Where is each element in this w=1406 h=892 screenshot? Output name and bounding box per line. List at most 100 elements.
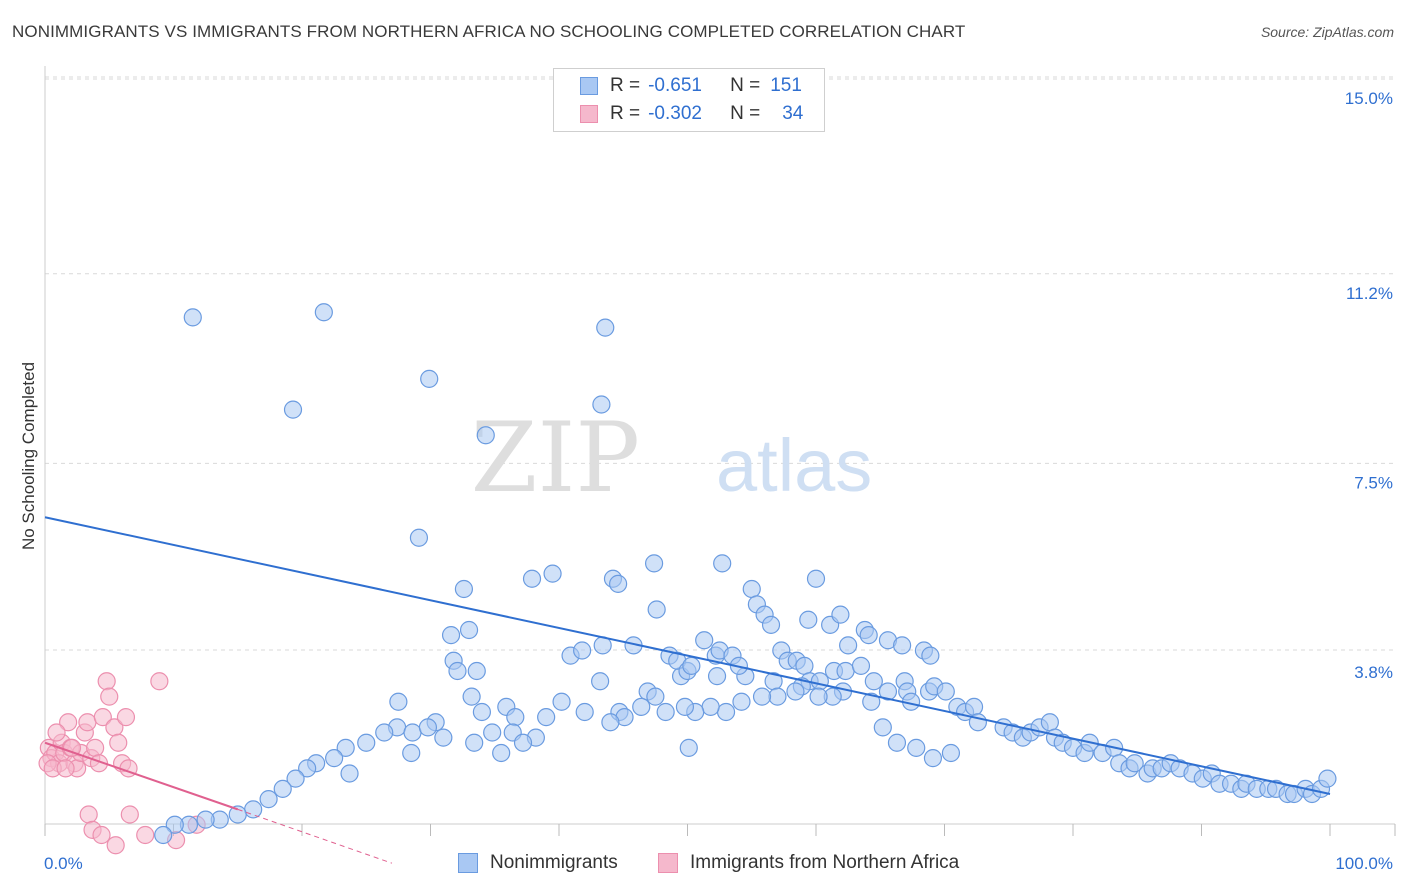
data-point	[93, 708, 112, 727]
data-point	[596, 318, 615, 337]
data-point	[389, 692, 408, 711]
legend-n-value: 34	[782, 103, 804, 124]
data-point	[228, 805, 247, 824]
data-point	[92, 825, 111, 845]
nonimmigrants-points	[154, 303, 1337, 845]
watermark: ZIP atlas	[471, 402, 873, 514]
data-point	[506, 708, 525, 727]
data-point	[492, 743, 511, 763]
data-point	[448, 661, 467, 681]
data-point	[1040, 713, 1059, 732]
legend-item-nonimmigrants[interactable]: Nonimmigrants	[458, 852, 618, 874]
y-tick-label: 15.0%	[1345, 89, 1393, 108]
data-point	[575, 702, 594, 722]
data-point	[646, 687, 665, 706]
data-point	[810, 672, 829, 691]
data-point	[862, 692, 881, 711]
data-point	[873, 718, 892, 737]
data-point	[1125, 754, 1144, 773]
data-point	[878, 682, 898, 701]
data-point	[809, 687, 828, 706]
data-point	[513, 733, 533, 752]
data-point	[86, 738, 105, 757]
data-point	[923, 749, 943, 768]
y-tick-label: 3.8%	[1354, 663, 1393, 682]
legend-row-nonimmigrants: R = -0.651 N = 151	[580, 73, 802, 99]
data-point	[716, 702, 736, 722]
data-point	[472, 702, 491, 722]
data-point	[806, 569, 826, 588]
data-point	[259, 790, 278, 809]
data-point	[591, 672, 610, 691]
data-point	[573, 641, 592, 660]
data-point	[732, 692, 751, 711]
axes	[44, 66, 1396, 836]
data-point	[907, 738, 926, 757]
y-tick-labels: 3.8% 7.5% 11.2% 15.0%	[1345, 89, 1393, 682]
data-point	[283, 400, 303, 419]
data-point	[420, 369, 439, 388]
data-point	[892, 636, 912, 655]
data-point	[183, 308, 202, 327]
data-point	[864, 672, 883, 691]
data-point	[120, 805, 139, 824]
data-point	[459, 620, 479, 640]
data-point	[795, 656, 814, 675]
data-point	[1318, 769, 1337, 788]
data-point	[47, 723, 66, 742]
legend-r-value: -0.651	[648, 75, 702, 96]
data-point	[100, 687, 119, 706]
data-point	[752, 687, 772, 706]
data-point	[106, 836, 125, 855]
data-point	[552, 692, 571, 711]
data-point	[483, 723, 502, 742]
correlation-legend: R = -0.651 N = 151 R = -0.302 N = 34	[553, 68, 825, 132]
data-point	[116, 708, 136, 727]
data-point	[462, 687, 481, 706]
data-point	[441, 626, 461, 645]
legend-n-label: N =	[730, 75, 761, 96]
data-point	[109, 733, 128, 752]
data-point	[357, 733, 376, 752]
data-point	[592, 395, 611, 414]
data-point	[165, 815, 184, 834]
y-tick-label: 7.5%	[1354, 473, 1393, 492]
data-point	[761, 615, 781, 634]
data-point	[467, 661, 486, 681]
data-point	[647, 600, 666, 619]
data-point	[701, 697, 720, 716]
data-point	[78, 713, 97, 732]
trend-line-immigrants	[44, 741, 239, 811]
data-point	[831, 605, 850, 624]
data-point	[298, 759, 317, 778]
data-point	[644, 554, 664, 573]
data-point	[97, 672, 116, 691]
data-point	[682, 656, 701, 675]
data-point	[340, 764, 359, 783]
data-point	[136, 825, 155, 845]
trend-line-immigrants-extension	[237, 808, 393, 864]
data-point	[59, 713, 78, 732]
data-point	[196, 810, 215, 829]
data-point	[941, 743, 961, 763]
data-point	[921, 646, 940, 665]
data-point	[402, 743, 421, 763]
data-point	[543, 564, 562, 583]
legend-swatch-pink	[658, 853, 678, 873]
data-point	[851, 656, 871, 675]
data-point	[375, 723, 394, 742]
legend-item-immigrants[interactable]: Immigrants from Northern Africa	[658, 852, 959, 874]
legend-r-value: -0.302	[648, 103, 702, 124]
data-point	[325, 749, 344, 768]
data-point	[839, 636, 858, 655]
chart-title: NONIMMIGRANTS VS IMMIGRANTS FROM NORTHER…	[12, 22, 966, 41]
data-point	[273, 779, 292, 798]
data-point	[601, 713, 620, 732]
source-label: Source: ZipAtlas.com	[1260, 24, 1394, 40]
data-point	[768, 687, 787, 706]
watermark-atlas: atlas	[716, 424, 872, 507]
data-point	[403, 723, 422, 742]
data-point	[656, 702, 675, 722]
data-point	[675, 697, 695, 716]
